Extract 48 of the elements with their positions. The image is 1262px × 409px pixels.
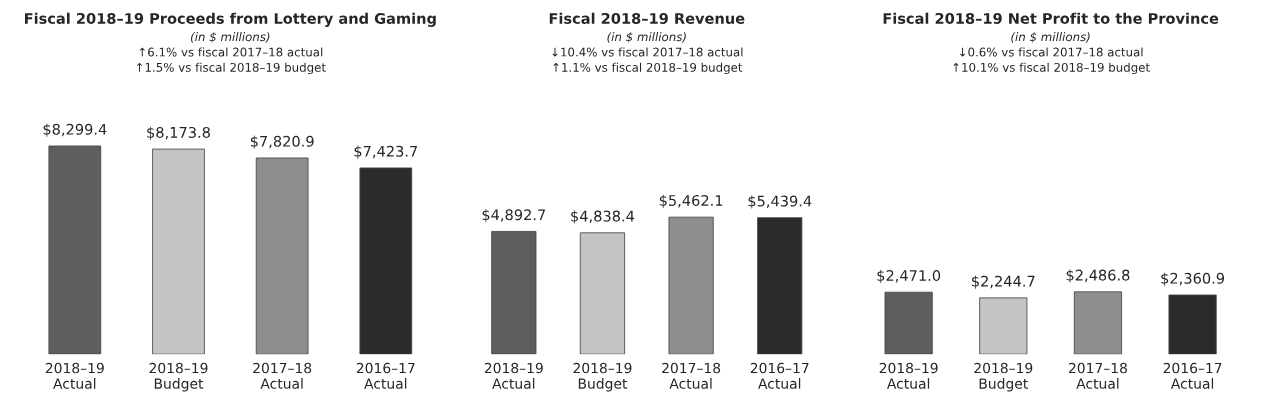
text: ↑10.1% vs fiscal 2018–19 budget bbox=[953, 62, 1150, 75]
data-label: $7,820.9 bbox=[250, 135, 314, 149]
x-tick-label: 2018–19 Budget bbox=[149, 362, 208, 392]
bar bbox=[359, 167, 413, 355]
text: ↑1.1% vs fiscal 2018–19 budget bbox=[553, 62, 743, 75]
data-label: $8,299.4 bbox=[43, 123, 107, 137]
text: ↑1.5% vs fiscal 2018–19 budget bbox=[137, 62, 326, 75]
bar bbox=[757, 217, 803, 355]
bar bbox=[1073, 291, 1123, 355]
data-label: $2,360.9 bbox=[1161, 272, 1225, 286]
data-label: $2,471.0 bbox=[877, 269, 941, 283]
chart-title: Fiscal 2018–19 Net Profit to the Province bbox=[883, 12, 1219, 24]
bar bbox=[979, 297, 1028, 355]
chart-title: Fiscal 2018–19 Revenue bbox=[549, 12, 745, 24]
x-tick-label: 2016–17 Actual bbox=[356, 362, 415, 389]
bar bbox=[884, 291, 933, 355]
data-label: $2,486.8 bbox=[1066, 269, 1130, 283]
x-tick-label: 2018–19 Budget bbox=[573, 362, 632, 392]
chart-subtitle: (in $ millions) bbox=[191, 32, 270, 43]
data-label: $5,439.4 bbox=[748, 195, 812, 209]
x-tick-label: 2018–19 Actual bbox=[484, 362, 543, 389]
text: ↓0.6% vs fiscal 2017–18 actual bbox=[960, 47, 1143, 57]
chart-title: Fiscal 2018–19 Proceeds from Lottery and Gaming bbox=[25, 12, 436, 27]
bar bbox=[579, 232, 626, 355]
data-label: $4,838.4 bbox=[571, 210, 635, 224]
bar bbox=[255, 157, 309, 355]
data-label: $7,423.7 bbox=[354, 145, 418, 159]
x-tick-label: 2018–19 Actual bbox=[45, 362, 104, 389]
x-tick-label: 2016–17 Actual bbox=[750, 362, 809, 389]
data-label: $5,462.1 bbox=[659, 194, 723, 208]
x-tick-label: 2016–17 Actual bbox=[1163, 362, 1222, 389]
bar bbox=[1168, 294, 1217, 355]
x-tick-label: 2017–18 Actual bbox=[662, 362, 721, 389]
data-label: $4,892.7 bbox=[482, 208, 546, 223]
text: ↓10.4% vs fiscal 2017–18 actual bbox=[552, 47, 743, 57]
bar bbox=[491, 231, 537, 355]
data-label: $8,173.8 bbox=[147, 126, 210, 140]
bar bbox=[48, 145, 102, 355]
chart-subtitle: (in $ millions) bbox=[1011, 32, 1090, 43]
x-tick-label: 2017–18 Actual bbox=[1068, 362, 1127, 389]
x-tick-label: 2018–19 Actual bbox=[879, 362, 938, 389]
x-tick-label: 2018–19 Budget bbox=[974, 362, 1033, 392]
chart-subtitle: (in $ millions) bbox=[607, 32, 686, 43]
bar bbox=[668, 216, 714, 355]
x-tick-label: 2017–18 Actual bbox=[253, 362, 312, 389]
text: ↑6.1% vs fiscal 2017–18 actual bbox=[139, 47, 323, 57]
data-label: $2,244.7 bbox=[972, 275, 1035, 289]
bar bbox=[152, 148, 205, 355]
